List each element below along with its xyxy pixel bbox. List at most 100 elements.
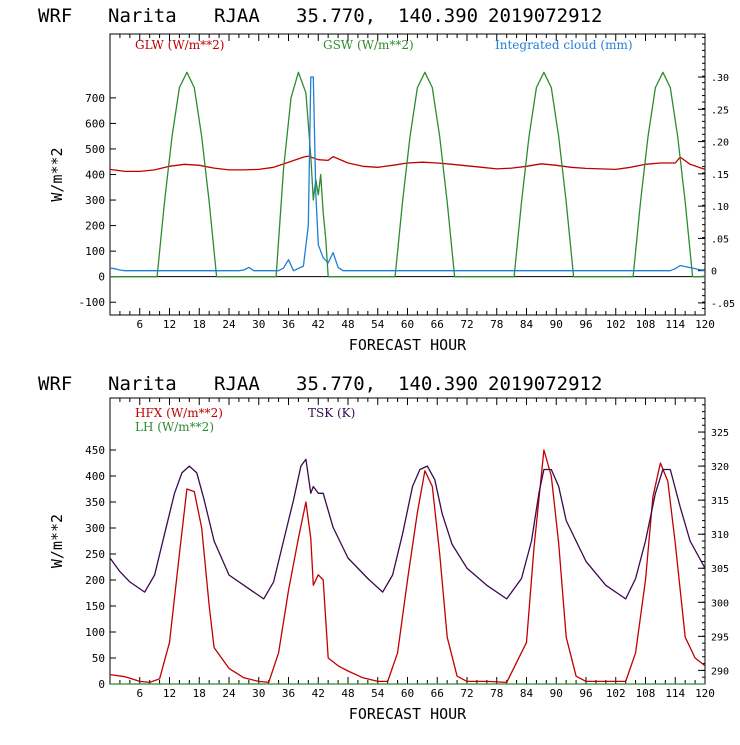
x-tick-label: 102: [606, 318, 626, 331]
y-tick-label: 50: [92, 652, 105, 665]
x-tick-label: 24: [222, 687, 236, 700]
x-tick-label: 60: [401, 687, 414, 700]
x-tick-label: 90: [550, 318, 563, 331]
x-tick-label: 12: [163, 687, 176, 700]
x-tick-label: 42: [312, 687, 325, 700]
legend-entry-gsw: GSW (W/m**2): [323, 38, 414, 52]
y-tick-label: 350: [85, 496, 105, 509]
x-tick-label: 66: [431, 687, 444, 700]
series-line-tsk: [109, 458, 706, 600]
x-tick-label: 54: [371, 687, 385, 700]
x-tick-label: 96: [579, 687, 592, 700]
y2-tick-label: .10: [711, 202, 729, 213]
x-tick-label: 48: [341, 687, 354, 700]
header-word-3: RJAA: [214, 373, 260, 395]
y-tick-label: 500: [85, 143, 105, 156]
header-word-6: 2019072912: [488, 5, 602, 27]
y-tick-label: 300: [85, 194, 105, 207]
x-tick-label: 84: [520, 687, 534, 700]
x-tick-label: 120: [695, 687, 715, 700]
y2-tick-label: 325: [711, 428, 729, 439]
plot-frame: [109, 33, 706, 316]
y2-tick-label: 315: [711, 496, 729, 507]
x-tick-label: 18: [193, 687, 206, 700]
y2-tick-label: 290: [711, 666, 729, 677]
y-tick-label: 400: [85, 470, 105, 483]
y2-tick-label: .05: [711, 234, 729, 245]
x-tick-label: 6: [136, 318, 143, 331]
x-tick-label: 18: [193, 318, 206, 331]
y2-tick-label: 310: [711, 530, 729, 541]
x-tick-label: 60: [401, 318, 414, 331]
x-tick-label: 120: [695, 318, 715, 331]
y2-tick-label: .20: [711, 138, 729, 149]
x-tick-label: 12: [163, 318, 176, 331]
x-tick-label: 36: [282, 687, 295, 700]
y2-tick-label: .30: [711, 73, 729, 84]
y-tick-label: 600: [85, 117, 105, 130]
x-tick-label: 84: [520, 318, 534, 331]
y-tick-label: 100: [85, 245, 105, 258]
legend-entry-integrated: Integrated cloud (mm): [495, 38, 633, 52]
x-tick-label: 114: [665, 318, 685, 331]
x-tick-label: 30: [252, 687, 265, 700]
legend-entry-hfx: HFX (W/m**2): [135, 406, 223, 420]
y2-tick-label: 305: [711, 564, 729, 575]
chart-panel-1: WRF Narita RJAA 35.770, 140.390 2019072912 6 12…: [38, 5, 735, 354]
x-tick-label: 78: [490, 687, 503, 700]
header-word-1: WRF: [38, 373, 72, 395]
x-tick-label: 54: [371, 318, 385, 331]
series-line-glw: [109, 155, 706, 173]
x-tick-label: 108: [636, 687, 656, 700]
header-word-4: 35.770,: [296, 5, 376, 27]
y-axis-title: W/m**2: [48, 147, 66, 201]
plot-frame: [109, 397, 706, 685]
y2-tick-label: 295: [711, 632, 729, 643]
x-tick-label: 96: [579, 318, 592, 331]
y-tick-label: 100: [85, 626, 105, 639]
legend-entry-glw: GLW (W/m**2): [135, 38, 224, 52]
y-tick-label: 0: [98, 678, 105, 691]
series-line-hfx: [109, 449, 706, 684]
x-tick-label: 42: [312, 318, 325, 331]
x-tick-label: 24: [222, 318, 236, 331]
series-line-gsw: [110, 71, 705, 278]
x-tick-label: 108: [636, 318, 656, 331]
y-tick-label: 250: [85, 548, 105, 561]
header-word-3: RJAA: [214, 5, 260, 27]
x-tick-label: 90: [550, 687, 563, 700]
x-tick-label: 36: [282, 318, 295, 331]
y-tick-label: 450: [85, 444, 105, 457]
x-tick-label: 72: [460, 687, 473, 700]
x-tick-label: 66: [431, 318, 444, 331]
chart-panel-2: WRF Narita RJAA 35.770, 140.390 2019072912 6 12…: [38, 373, 729, 723]
y-tick-label: -100: [79, 296, 106, 309]
header-word-4: 35.770,: [296, 373, 376, 395]
legend-entry-tsk: TSK (K): [308, 406, 355, 420]
y-axis-title: W/m**2: [48, 514, 66, 568]
header-word-5: 140.390: [398, 5, 478, 27]
y2-tick-label: 0: [711, 267, 717, 278]
header-word-5: 140.390: [398, 373, 478, 395]
x-tick-label: 102: [606, 687, 626, 700]
y-tick-label: 150: [85, 600, 105, 613]
y-tick-label: 200: [85, 220, 105, 233]
header-word-1: WRF: [38, 5, 72, 27]
y-tick-label: 0: [98, 271, 105, 284]
legend-entry-lh: LH (W/m**2): [135, 420, 214, 434]
y2-tick-label: -.05: [711, 299, 735, 310]
y-tick-label: 300: [85, 522, 105, 535]
series-line-integrated: [109, 76, 706, 272]
header-word-2: Narita: [108, 373, 177, 395]
x-tick-label: 6: [136, 687, 143, 700]
header-word-2: Narita: [108, 5, 177, 27]
x-tick-label: 78: [490, 318, 503, 331]
x-axis-title: FORECAST HOUR: [349, 336, 467, 354]
y-tick-label: 700: [85, 92, 105, 105]
y-tick-label: 400: [85, 169, 105, 182]
x-tick-label: 30: [252, 318, 265, 331]
x-axis-title: FORECAST HOUR: [349, 705, 467, 723]
y2-tick-label: 300: [711, 598, 729, 609]
